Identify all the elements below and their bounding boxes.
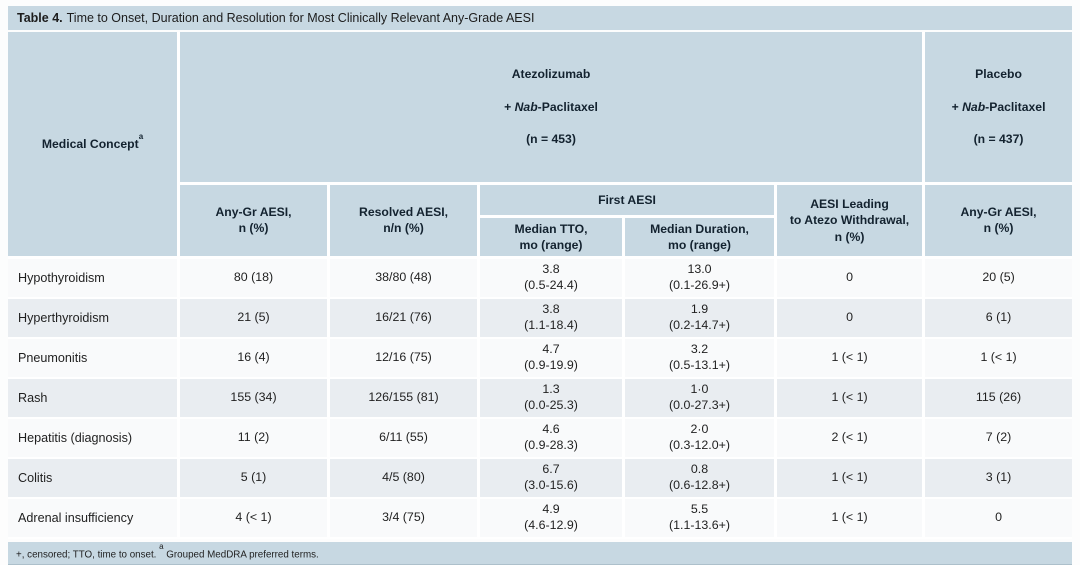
cell-placebo-any-gr: 20 (5) xyxy=(925,258,1073,299)
atezo-line1: Atezolizumab xyxy=(511,67,591,82)
cell-median-tto: 4.6 (0.9-28.3) xyxy=(480,418,625,459)
cell-any-gr: 11 (2) xyxy=(180,418,330,459)
cell-median-tto: 4.9 (4.6-12.9) xyxy=(480,498,625,539)
cell-withdrawal: 1 (< 1) xyxy=(777,378,926,419)
cell-median-duration: 0.8 (0.6-12.8+) xyxy=(625,458,777,499)
cell-placebo-any-gr: 1 (< 1) xyxy=(925,338,1073,379)
placebo-n: (n = 437) xyxy=(973,132,1024,147)
cell-median-duration: 3.2 (0.5-13.1+) xyxy=(625,338,777,379)
table-row: Hepatitis (diagnosis) 11 (2) 6/11 (55) 4… xyxy=(8,418,1073,459)
cell-median-tto: 3.8 (0.5-24.4) xyxy=(480,258,625,299)
col-header-median-duration: Median Duration, mo (range) xyxy=(625,217,777,259)
cell-placebo-any-gr: 115 (26) xyxy=(925,378,1073,419)
col-header-resolved-aesi: Resolved AESI, n/n (%) xyxy=(330,184,480,259)
footnote-marker: a xyxy=(159,541,164,551)
col-header-first-aesi: First AESI xyxy=(480,184,777,218)
placebo-line2: + Nab-Paclitaxel xyxy=(951,99,1046,114)
cell-placebo-any-gr: 0 xyxy=(925,498,1073,539)
cell-any-gr: 4 (< 1) xyxy=(180,498,330,539)
cell-withdrawal: 0 xyxy=(777,258,926,299)
table-title-bar: Table 4. Time to Onset, Duration and Res… xyxy=(8,6,1072,30)
cell-placebo-any-gr: 6 (1) xyxy=(925,298,1073,339)
col-header-medical-concept: Medical Concepta xyxy=(8,32,180,259)
cell-median-duration: 2·0 (0.3-12.0+) xyxy=(625,418,777,459)
cell-medical-concept: Hyperthyroidism xyxy=(8,298,180,339)
cell-withdrawal: 1 (< 1) xyxy=(777,498,926,539)
cell-medical-concept: Colitis xyxy=(8,458,180,499)
atezo-line2: + Nab-Paclitaxel xyxy=(504,99,598,114)
cell-medical-concept: Hypothyroidism xyxy=(8,258,180,299)
group-header-placebo: Placebo + Nab-Paclitaxel (n = 437) xyxy=(925,32,1073,185)
table-row: Hyperthyroidism 21 (5) 16/21 (76) 3.8 (1… xyxy=(8,298,1073,339)
table-row: Hypothyroidism 80 (18) 38/80 (48) 3.8 (0… xyxy=(8,258,1073,299)
cell-resolved: 16/21 (76) xyxy=(330,298,480,339)
cell-resolved: 4/5 (80) xyxy=(330,458,480,499)
medical-concept-footnote-marker: a xyxy=(138,131,144,141)
cell-resolved: 38/80 (48) xyxy=(330,258,480,299)
cell-any-gr: 5 (1) xyxy=(180,458,330,499)
table-row: Colitis 5 (1) 4/5 (80) 6.7 (3.0-15.6) 0.… xyxy=(8,458,1073,499)
table-row: Pneumonitis 16 (4) 12/16 (75) 4.7 (0.9-1… xyxy=(8,338,1073,379)
cell-withdrawal: 0 xyxy=(777,298,926,339)
cell-resolved: 6/11 (55) xyxy=(330,418,480,459)
table-row: Rash 155 (34) 126/155 (81) 1.3 (0.0-25.3… xyxy=(8,378,1073,419)
cell-medical-concept: Hepatitis (diagnosis) xyxy=(8,418,180,459)
page: Table 4. Time to Onset, Duration and Res… xyxy=(8,6,1073,565)
col-header-median-tto: Median TTO, mo (range) xyxy=(480,217,625,259)
cell-median-tto: 6.7 (3.0-15.6) xyxy=(480,458,625,499)
cell-resolved: 126/155 (81) xyxy=(330,378,480,419)
cell-medical-concept: Rash xyxy=(8,378,180,419)
table-title: Time to Onset, Duration and Resolution f… xyxy=(66,11,535,25)
table-number: Table 4. xyxy=(17,11,63,25)
col-header-placebo-any-gr-aesi: Any-Gr AESI, n (%) xyxy=(925,184,1073,259)
cell-median-tto: 1.3 (0.0-25.3) xyxy=(480,378,625,419)
atezo-n: (n = 453) xyxy=(526,132,576,147)
footnote-text: +, censored; TTO, time to onset. a Group… xyxy=(16,541,319,561)
cell-median-tto: 3.8 (1.1-18.4) xyxy=(480,298,625,339)
table-row: Adrenal insufficiency 4 (< 1) 3/4 (75) 4… xyxy=(8,498,1073,539)
cell-withdrawal: 1 (< 1) xyxy=(777,338,926,379)
cell-withdrawal: 2 (< 1) xyxy=(777,418,926,459)
cell-withdrawal: 1 (< 1) xyxy=(777,458,926,499)
table-footnote: +, censored; TTO, time to onset. a Group… xyxy=(8,542,1072,565)
placebo-line1: Placebo xyxy=(975,67,1022,82)
cell-any-gr: 155 (34) xyxy=(180,378,330,419)
cell-resolved: 3/4 (75) xyxy=(330,498,480,539)
cell-any-gr: 80 (18) xyxy=(180,258,330,299)
col-header-aesi-withdrawal: AESI Leading to Atezo Withdrawal, n (%) xyxy=(777,184,926,259)
cell-median-tto: 4.7 (0.9-19.9) xyxy=(480,338,625,379)
cell-any-gr: 21 (5) xyxy=(180,298,330,339)
col-header-any-gr-aesi: Any-Gr AESI, n (%) xyxy=(180,184,330,259)
cell-resolved: 12/16 (75) xyxy=(330,338,480,379)
cell-median-duration: 1.9 (0.2-14.7+) xyxy=(625,298,777,339)
cell-any-gr: 16 (4) xyxy=(180,338,330,379)
cell-placebo-any-gr: 7 (2) xyxy=(925,418,1073,459)
group-header-atezolizumab: Atezolizumab + Nab-Paclitaxel (n = 453) xyxy=(180,32,926,185)
cell-median-duration: 1·0 (0.0-27.3+) xyxy=(625,378,777,419)
aesi-table: Medical Concepta Atezolizumab + Nab-Pacl… xyxy=(8,32,1073,539)
cell-median-duration: 5.5 (1.1-13.6+) xyxy=(625,498,777,539)
cell-median-duration: 13.0 (0.1-26.9+) xyxy=(625,258,777,299)
cell-medical-concept: Pneumonitis xyxy=(8,338,180,379)
table-container: Table 4. Time to Onset, Duration and Res… xyxy=(8,6,1073,565)
medical-concept-label: Medical Concept xyxy=(41,136,139,151)
cell-medical-concept: Adrenal insufficiency xyxy=(8,498,180,539)
cell-placebo-any-gr: 3 (1) xyxy=(925,458,1073,499)
